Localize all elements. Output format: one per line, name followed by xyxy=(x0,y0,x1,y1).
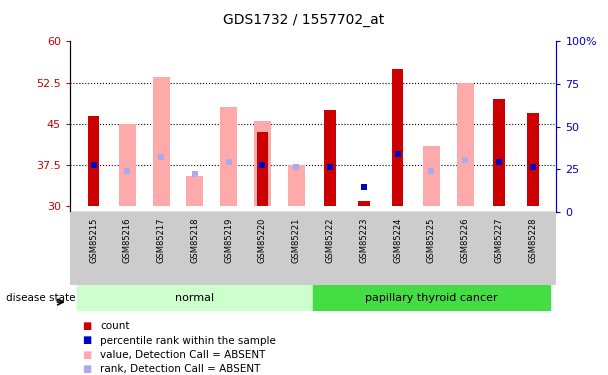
Text: GSM85227: GSM85227 xyxy=(494,218,503,263)
Bar xyxy=(324,110,336,206)
Text: normal: normal xyxy=(175,293,215,303)
Bar xyxy=(254,121,271,206)
Text: GSM85225: GSM85225 xyxy=(427,218,436,263)
Text: GSM85215: GSM85215 xyxy=(89,218,98,263)
Text: papillary thyroid cancer: papillary thyroid cancer xyxy=(365,293,498,303)
Text: GSM85216: GSM85216 xyxy=(123,218,132,263)
Bar xyxy=(187,176,203,206)
Text: percentile rank within the sample: percentile rank within the sample xyxy=(100,336,276,345)
Bar xyxy=(313,285,550,311)
Text: GSM85218: GSM85218 xyxy=(190,218,199,263)
Bar xyxy=(220,107,237,206)
Text: GSM85226: GSM85226 xyxy=(461,218,469,263)
Bar xyxy=(457,82,474,206)
Text: value, Detection Call = ABSENT: value, Detection Call = ABSENT xyxy=(100,350,266,360)
Text: GSM85224: GSM85224 xyxy=(393,218,402,263)
Bar xyxy=(119,124,136,206)
Text: GSM85223: GSM85223 xyxy=(359,218,368,263)
Text: GSM85221: GSM85221 xyxy=(292,218,301,263)
Bar xyxy=(358,201,370,206)
Text: ■: ■ xyxy=(82,336,91,345)
Bar xyxy=(527,113,539,206)
Bar xyxy=(288,165,305,206)
Bar xyxy=(392,69,404,206)
Bar xyxy=(153,77,170,206)
Bar xyxy=(88,116,100,206)
Text: GSM85220: GSM85220 xyxy=(258,218,267,263)
Text: rank, Detection Call = ABSENT: rank, Detection Call = ABSENT xyxy=(100,364,261,374)
Text: ■: ■ xyxy=(82,321,91,331)
Bar xyxy=(493,99,505,206)
Text: GSM85217: GSM85217 xyxy=(157,218,165,263)
Text: GDS1732 / 1557702_at: GDS1732 / 1557702_at xyxy=(223,13,385,27)
Bar xyxy=(77,285,313,311)
Text: GSM85222: GSM85222 xyxy=(325,218,334,263)
Bar xyxy=(423,146,440,206)
Text: disease state: disease state xyxy=(6,293,75,303)
Text: GSM85219: GSM85219 xyxy=(224,218,233,263)
Text: ■: ■ xyxy=(82,350,91,360)
Bar xyxy=(257,132,268,206)
Text: GSM85228: GSM85228 xyxy=(528,218,537,263)
Text: ■: ■ xyxy=(82,364,91,374)
Text: count: count xyxy=(100,321,130,331)
